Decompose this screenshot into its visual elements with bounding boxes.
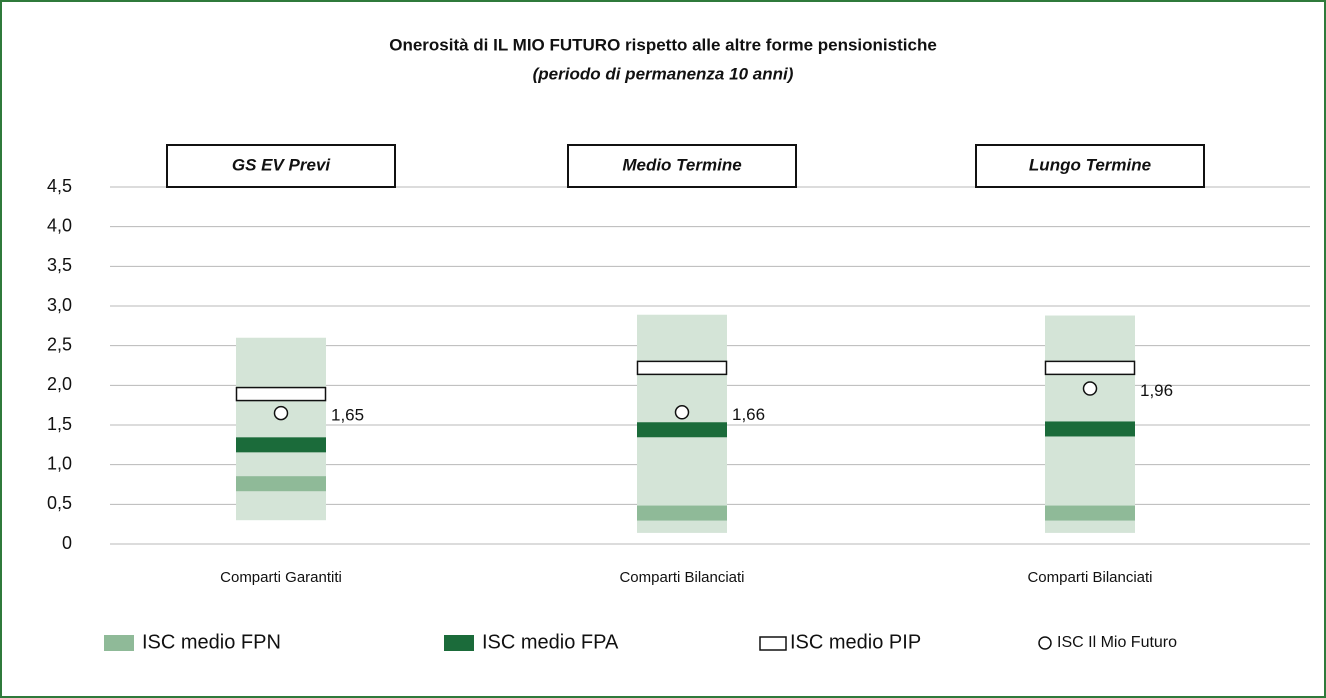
panel-label: Lungo Termine — [1029, 155, 1151, 174]
value-label: 1,66 — [732, 405, 765, 424]
circle-marker — [674, 405, 690, 420]
circle-marker — [273, 405, 289, 421]
panel-label: GS EV Previ — [232, 155, 332, 174]
y-tick-label: 4,0 — [47, 215, 72, 235]
y-tick-label: 3,0 — [47, 295, 72, 315]
y-tick-label: 4,5 — [47, 176, 72, 196]
y-tick-label: 1,0 — [47, 453, 72, 473]
box-marker — [636, 360, 728, 376]
y-tick-label: 1,5 — [47, 414, 72, 434]
value-label: 1,65 — [331, 406, 364, 425]
legend-label: ISC medio FPN — [142, 631, 281, 653]
circle-marker — [1082, 381, 1098, 396]
band-marker — [1045, 505, 1135, 521]
legend-swatch — [1038, 636, 1052, 650]
panel-box — [166, 144, 396, 188]
chart-subtitle: (periodo di permanenza 10 anni) — [533, 64, 794, 83]
chart-title: Onerosità di IL MIO FUTURO rispetto alle… — [389, 35, 937, 54]
y-tick-label: 0 — [62, 533, 72, 553]
band-marker — [637, 422, 727, 438]
y-tick-label: 0,5 — [47, 493, 72, 513]
panel-box — [567, 144, 797, 188]
legend-label: ISC Il Mio Futuro — [1057, 634, 1177, 651]
box-marker — [235, 386, 327, 402]
value-label: 1,96 — [1140, 381, 1173, 400]
range-bar — [236, 337, 326, 521]
panel-box — [975, 144, 1205, 188]
y-tick-label: 2,0 — [47, 374, 72, 394]
legend-swatch — [759, 636, 787, 651]
legend-label: ISC medio PIP — [790, 631, 921, 653]
band-marker — [1045, 421, 1135, 437]
panel-label: Medio Termine — [622, 155, 741, 174]
y-tick-label: 3,5 — [47, 255, 72, 275]
x-tick-label: Comparti Bilanciati — [619, 569, 744, 586]
x-tick-label: Comparti Bilanciati — [1027, 569, 1152, 586]
y-tick-label: 2,5 — [47, 334, 72, 354]
x-tick-label: Comparti Garantiti — [220, 569, 342, 586]
band-marker — [236, 476, 326, 492]
band-marker — [637, 505, 727, 521]
box-marker — [1044, 360, 1136, 376]
legend-swatch — [444, 635, 474, 651]
legend-swatch — [104, 635, 134, 651]
band-marker — [236, 437, 326, 453]
legend-label: ISC medio FPA — [482, 631, 619, 653]
